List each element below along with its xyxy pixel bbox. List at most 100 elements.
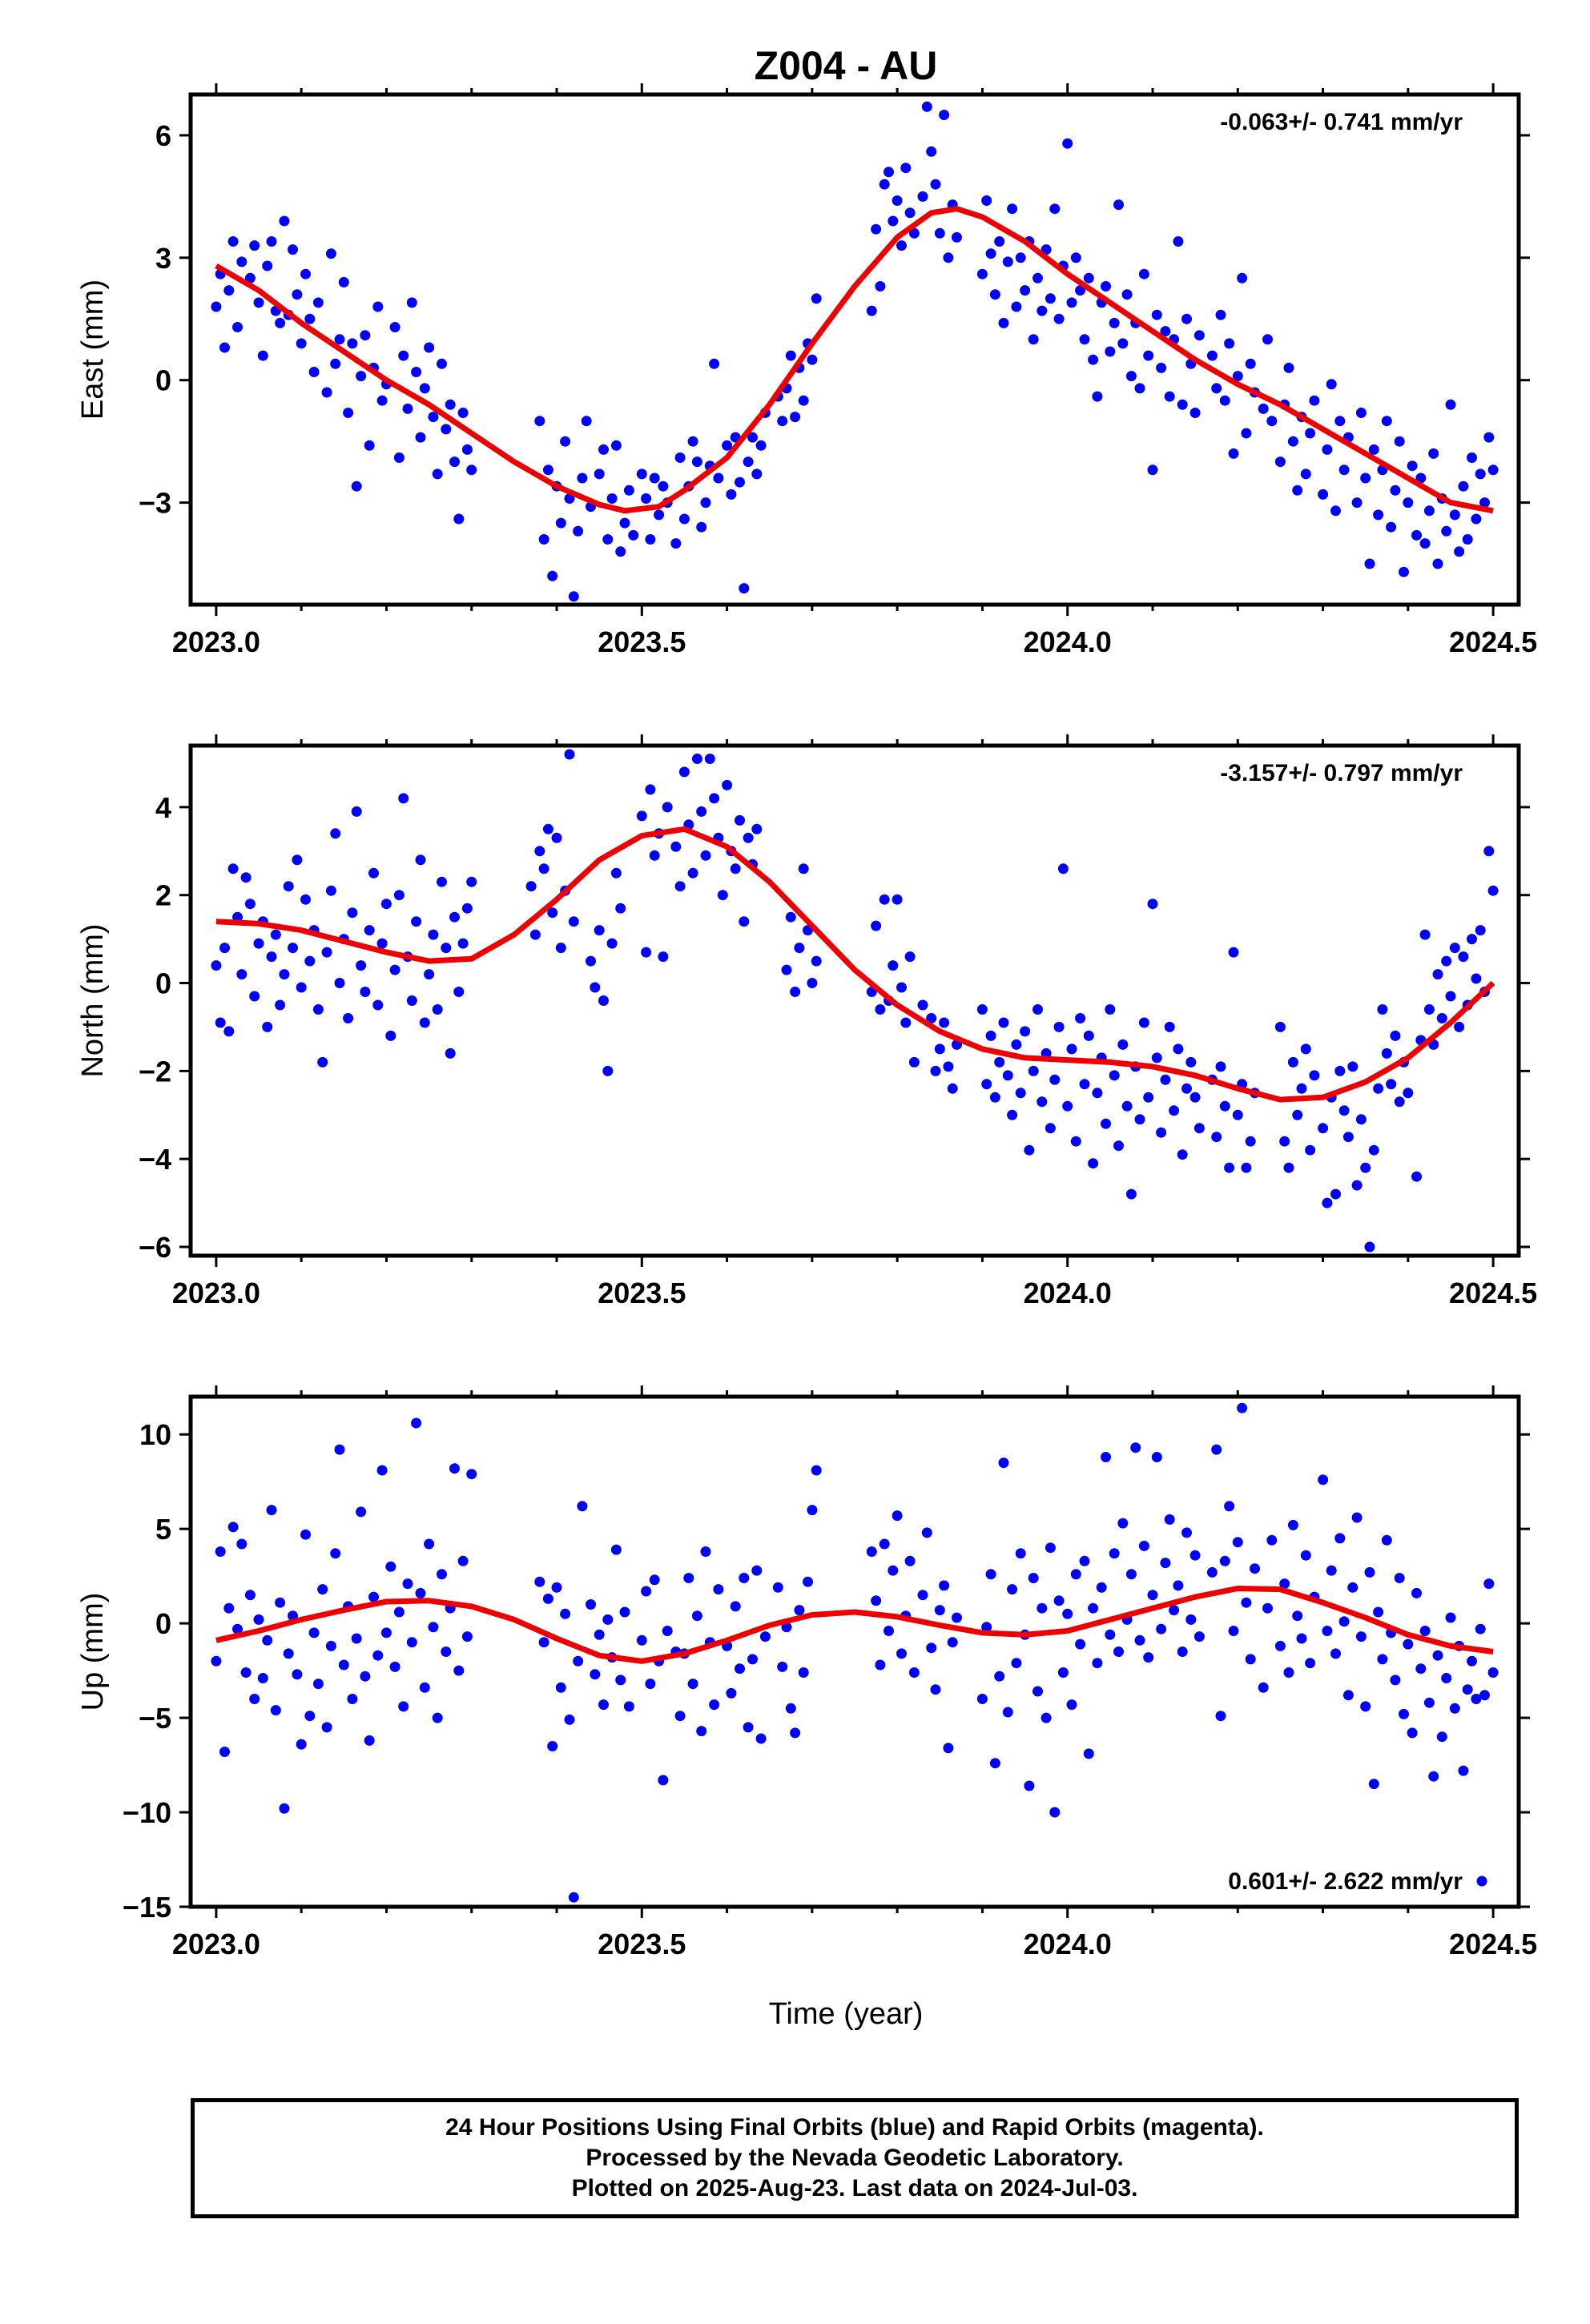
up-data-point	[466, 1469, 477, 1480]
up-y-tick-label: 10	[139, 1418, 171, 1451]
east-data-point	[602, 534, 614, 545]
up-data-point	[934, 1605, 945, 1616]
east-data-point	[1364, 558, 1375, 569]
up-data-point	[1228, 1626, 1239, 1636]
north-data-point	[900, 1017, 912, 1028]
east-data-point	[1147, 464, 1158, 476]
north-data-point	[428, 929, 439, 940]
east-data-point	[1045, 293, 1056, 304]
east-data-point	[325, 248, 336, 259]
up-data-point	[215, 1546, 226, 1557]
north-data-point	[892, 894, 903, 905]
north-data-point	[1215, 1061, 1226, 1072]
east-data-point	[227, 236, 239, 247]
north-data-point	[811, 955, 822, 967]
north-y-axis-label: North (mm)	[76, 923, 110, 1077]
east-data-point	[568, 591, 579, 602]
east-data-point	[871, 223, 882, 235]
north-data-point	[317, 1056, 328, 1068]
x-axis-label: Time (year)	[769, 1997, 924, 2031]
north-data-point	[1330, 1188, 1341, 1200]
east-data-point	[1462, 534, 1473, 545]
north-data-point	[636, 810, 647, 822]
up-data-point	[334, 1444, 345, 1455]
up-data-point	[1088, 1602, 1099, 1614]
up-data-point	[232, 1623, 243, 1634]
north-data-point	[1309, 1070, 1320, 1081]
north-data-point	[437, 876, 447, 887]
up-data-point	[641, 1586, 652, 1597]
up-data-point	[691, 1610, 702, 1622]
east-data-point	[1125, 371, 1137, 382]
north-data-point	[998, 1017, 1009, 1028]
up-data-point	[683, 1573, 694, 1583]
north-data-point	[411, 916, 422, 927]
north-data-point	[1305, 1144, 1316, 1156]
up-data-point	[236, 1538, 248, 1550]
east-data-point	[1445, 399, 1456, 410]
up-data-point	[917, 1590, 928, 1601]
up-data-point	[389, 1661, 401, 1672]
north-data-point	[735, 814, 745, 826]
up-data-point	[674, 1711, 686, 1722]
east-data-point	[939, 110, 950, 120]
up-data-point	[461, 1631, 473, 1642]
north-data-point	[398, 793, 409, 804]
north-data-point	[211, 960, 222, 971]
north-data-point	[1101, 1118, 1111, 1129]
east-data-point	[1300, 468, 1311, 480]
east-data-point	[534, 416, 545, 427]
north-data-point	[312, 1004, 324, 1015]
up-data-point	[1181, 1527, 1192, 1538]
up-y-tick-label: 5	[155, 1513, 171, 1546]
figure-title: Z004 - AU	[755, 43, 938, 88]
up-data-point	[1125, 1569, 1137, 1580]
east-data-point	[266, 236, 277, 247]
north-data-point	[236, 969, 248, 980]
east-data-point	[1262, 334, 1273, 345]
up-data-point	[257, 1673, 268, 1683]
east-data-point	[1053, 313, 1065, 324]
east-data-point	[219, 342, 230, 353]
up-data-point	[1075, 1638, 1086, 1650]
east-data-point	[739, 583, 750, 594]
east-data-point	[1283, 362, 1294, 373]
up-data-point	[947, 1637, 958, 1648]
up-data-point	[283, 1648, 294, 1659]
east-data-point	[908, 227, 920, 239]
up-data-point	[615, 1675, 626, 1686]
up-data-point	[602, 1614, 614, 1625]
up-data-point	[1279, 1578, 1290, 1590]
up-data-point	[560, 1608, 571, 1619]
north-data-point	[1185, 1056, 1197, 1068]
up-data-point	[658, 1775, 669, 1786]
east-data-point	[875, 281, 886, 292]
east-data-point	[726, 489, 737, 500]
up-data-point	[419, 1682, 430, 1693]
up-data-point	[457, 1555, 469, 1566]
north-data-point	[380, 899, 392, 910]
up-data-point	[1134, 1634, 1145, 1646]
up-data-point	[794, 1605, 805, 1616]
east-data-point	[594, 468, 605, 480]
east-data-point	[674, 452, 686, 463]
north-data-point	[1160, 1074, 1171, 1085]
east-data-point	[376, 395, 388, 406]
north-x-tick-label: 2023.0	[172, 1277, 260, 1309]
up-data-point	[994, 1671, 1005, 1682]
north-data-point	[368, 867, 379, 879]
up-data-point	[304, 1711, 316, 1722]
up-y-tick-label: −15	[123, 1891, 171, 1924]
east-data-point	[424, 342, 435, 353]
east-data-point	[1224, 338, 1235, 349]
east-data-point	[641, 493, 652, 504]
up-data-point	[1342, 1690, 1354, 1701]
north-y-tick-label: 0	[155, 967, 171, 1000]
north-data-point	[1386, 1079, 1397, 1090]
east-data-point	[406, 297, 417, 308]
east-data-point	[211, 301, 222, 312]
east-data-point	[1338, 464, 1350, 476]
east-data-point	[1156, 362, 1167, 373]
north-data-point	[1296, 1083, 1307, 1094]
east-data-point	[461, 444, 473, 455]
